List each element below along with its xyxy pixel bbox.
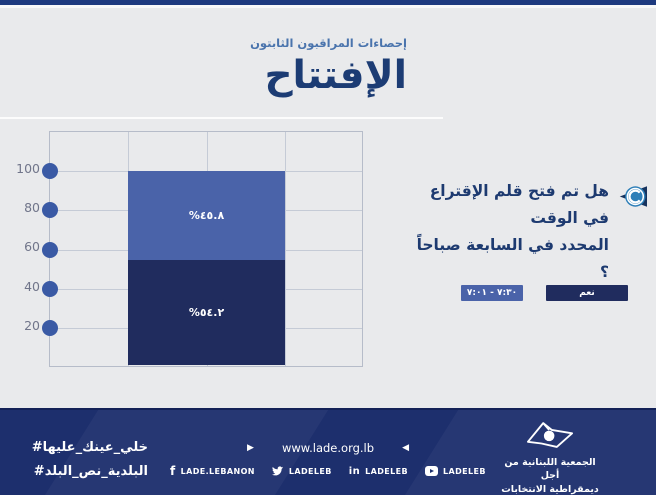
social-handle: LADELEB	[365, 466, 408, 476]
stacked-bar: %٤٥.٨ %٥٤.٢	[128, 171, 285, 365]
footer: #خلي_عينك_عليها #البلدية_نص_البلد ▶ www.…	[0, 408, 656, 495]
header-divider	[0, 117, 443, 119]
survey-question-line2: المحدد في السابعة صباحاً ؟	[416, 236, 609, 281]
lade-eye-icon	[619, 186, 647, 207]
linkedin-link[interactable]: in LADELEB	[349, 466, 408, 477]
right-triangle-icon: ▶	[247, 442, 254, 453]
organization-branding: الجمعية اللبنانية من أجل ديمقراطية الانت…	[494, 418, 606, 495]
lade-logo-icon	[526, 422, 574, 448]
survey-question: هل تم فتح قلم الإقتراع في الوقت المحدد ف…	[414, 178, 609, 286]
facebook-icon: f	[170, 464, 176, 478]
campaign-hashtags: #خلي_عينك_عليها #البلدية_نص_البلد	[18, 436, 148, 484]
social-links: f LADE.LEBANON LADELEB in LADELEB LADELE…	[170, 464, 485, 478]
social-handle: LADE.LEBANON	[180, 466, 255, 476]
gridline	[285, 132, 286, 366]
top-accent-bar	[0, 0, 656, 8]
survey-question-line1: هل تم فتح قلم الإقتراع في الوقت	[429, 182, 609, 227]
website-url: www.lade.org.lb	[281, 441, 375, 455]
legend-item-time-range: ٧:٣٠ - ٧:٠١	[461, 285, 523, 301]
page-title: الإفتتاح	[264, 53, 407, 98]
y-axis-tick-label: 20	[24, 318, 40, 333]
twitter-icon	[271, 466, 284, 476]
axis-dot	[42, 242, 58, 258]
page-header: إحصاءات المراقبون الثابتون الإفتتاح	[250, 36, 407, 103]
axis-dot	[42, 320, 58, 336]
y-axis-tick-label: 100	[16, 161, 40, 176]
youtube-link[interactable]: LADELEB	[424, 466, 486, 476]
hashtag: #البلدية_نص_البلد	[33, 464, 148, 480]
org-name-line1: الجمعية اللبنانية من أجل	[504, 457, 596, 482]
y-axis-tick-label: 40	[24, 279, 40, 294]
y-axis-tick-label: 80	[24, 200, 40, 215]
axis-dot	[42, 202, 58, 218]
org-name-line2: ديمقراطية الانتخابات	[501, 483, 599, 495]
hashtag: #خلي_عينك_عليها	[31, 440, 148, 455]
left-triangle-icon: ◀	[402, 442, 409, 453]
bar-segment-value-label: %٥٤.٢	[188, 305, 225, 319]
header-subtitle: إحصاءات المراقبون الثابتون	[250, 36, 407, 50]
social-handle: LADELEB	[288, 466, 332, 476]
axis-dot	[42, 281, 58, 297]
bar-segment-value-label: %٤٥.٨	[188, 208, 225, 222]
legend-item-yes: نعم	[546, 285, 628, 301]
axis-dot	[42, 163, 58, 179]
bar-segment-yes: %٥٤.٢	[128, 259, 285, 365]
twitter-link[interactable]: LADELEB	[271, 466, 332, 476]
bar-chart-plot-area: %٤٥.٨ %٥٤.٢	[42, 131, 363, 367]
y-axis-tick-label: 60	[24, 239, 40, 254]
facebook-link[interactable]: f LADE.LEBANON	[170, 464, 255, 478]
website-link[interactable]: ▶ www.lade.org.lb ◀	[247, 441, 409, 455]
youtube-icon	[424, 466, 438, 476]
social-handle: LADELEB	[442, 466, 486, 476]
linkedin-icon: in	[348, 465, 361, 477]
bar-segment-time-range: %٤٥.٨	[128, 171, 285, 260]
